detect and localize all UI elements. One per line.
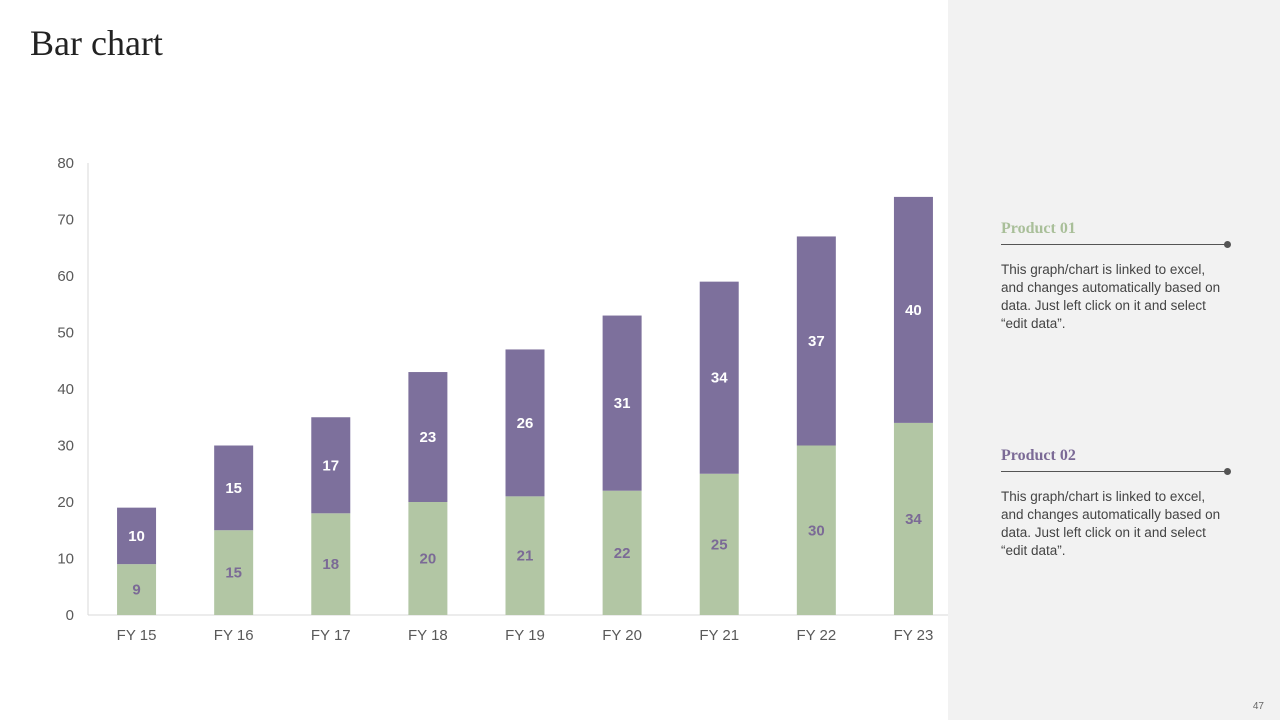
divider-dot-icon: [1224, 241, 1231, 248]
y-tick-label: 30: [57, 438, 74, 455]
bar-segment-1: [408, 502, 448, 615]
legend-panel: Product 01 This graph/chart is linked to…: [948, 0, 1280, 720]
bar-segment-2: [505, 349, 545, 497]
bar-segment-1: [893, 422, 933, 615]
data-label: 40: [905, 302, 922, 319]
data-label: 20: [420, 551, 437, 568]
bars: 9 10 15 15 18 17 20 23 21 26 22 31 25 34 30 37 34 40: [117, 196, 933, 615]
legend-divider: [1001, 468, 1231, 475]
data-label: 15: [225, 565, 242, 582]
y-axis: 0 10 20 30 40 50 60 70 80: [57, 155, 89, 624]
data-label: 15: [225, 480, 242, 497]
y-tick-label: 60: [57, 268, 74, 285]
data-label: 31: [614, 395, 631, 412]
y-tick-label: 80: [57, 155, 74, 172]
x-tick-label: FY 18: [408, 627, 448, 644]
x-tick-label: FY 16: [214, 627, 254, 644]
bar-segment-2: [214, 445, 254, 531]
y-tick-label: 20: [57, 494, 74, 511]
x-tick-label: FY 15: [117, 627, 157, 644]
bar-segment-1: [505, 496, 545, 615]
legend-item-product-01: Product 01 This graph/chart is linked to…: [1001, 220, 1231, 333]
data-label: 30: [808, 522, 825, 539]
data-label: 34: [711, 370, 728, 387]
bar-segment-2: [699, 281, 739, 474]
data-label: 23: [420, 429, 437, 446]
bar-segment-2: [408, 372, 448, 502]
legend-description-product-01: This graph/chart is linked to excel, and…: [1001, 262, 1221, 331]
legend-description-product-02: This graph/chart is linked to excel, and…: [1001, 489, 1221, 558]
legend-title-product-02: Product 02: [1001, 447, 1076, 464]
x-tick-label: FY 22: [796, 627, 836, 644]
bar-segment-1: [117, 564, 157, 615]
data-label: 22: [614, 545, 631, 562]
data-label: 18: [322, 556, 339, 573]
bar-segment-1: [602, 490, 642, 615]
bar-segment-1: [796, 445, 836, 615]
divider-dot-icon: [1224, 468, 1231, 475]
data-label: 9: [132, 582, 140, 599]
bar-segment-2: [796, 236, 836, 446]
data-label: 10: [128, 528, 145, 545]
bar-segment-2: [602, 315, 642, 491]
x-tick-label: FY 21: [699, 627, 739, 644]
y-tick-label: 10: [57, 551, 74, 568]
data-label: 25: [711, 536, 728, 553]
legend-item-product-02: Product 02 This graph/chart is linked to…: [1001, 447, 1231, 560]
y-tick-label: 0: [66, 607, 74, 624]
page-number: 47: [1252, 701, 1264, 712]
data-label: 34: [905, 511, 922, 528]
y-tick-label: 70: [57, 212, 74, 229]
legend-divider: [1001, 241, 1231, 248]
y-tick-label: 50: [57, 325, 74, 342]
bar-segment-2: [893, 196, 933, 423]
bar-segment-1: [311, 513, 351, 615]
y-tick-label: 40: [57, 381, 74, 398]
bar-segment-1: [699, 473, 739, 615]
slide-title: Bar chart: [30, 23, 163, 63]
bar-segment-2: [117, 507, 157, 565]
data-label: 26: [517, 415, 534, 432]
x-tick-label: FY 17: [311, 627, 351, 644]
legend-title-product-01: Product 01: [1001, 220, 1076, 237]
x-tick-label: FY 19: [505, 627, 545, 644]
data-label: 21: [517, 548, 534, 565]
bar-segment-2: [311, 417, 351, 514]
x-tick-label: FY 23: [894, 627, 934, 644]
x-axis: FY 15 FY 16 FY 17 FY 18 FY 19 FY 20 FY 21 FY 22…: [88, 614, 948, 644]
x-tick-label: FY 20: [602, 627, 642, 644]
data-label: 37: [808, 333, 825, 350]
data-label: 17: [322, 457, 339, 474]
bar-segment-1: [214, 530, 254, 615]
